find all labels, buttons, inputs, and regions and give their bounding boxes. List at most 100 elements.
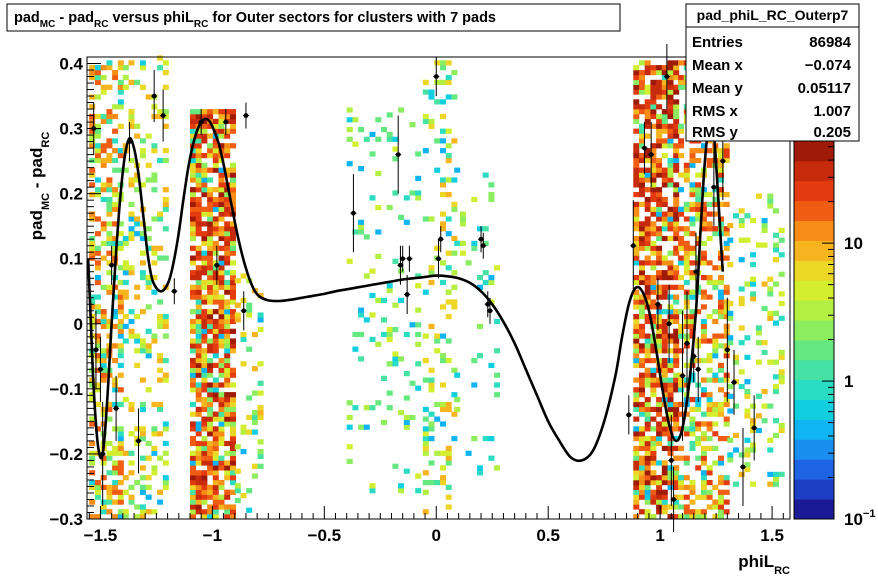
- heatmap-cell: [106, 484, 113, 490]
- heatmap-cell: [689, 416, 696, 422]
- heatmap-cell: [718, 343, 724, 349]
- heatmap-cell: [134, 426, 141, 432]
- heatmap-cell: [673, 74, 680, 81]
- heatmap-cell: [633, 475, 640, 481]
- heatmap-cell: [661, 392, 668, 398]
- heatmap-cell: [650, 450, 657, 456]
- heatmap-cell: [369, 195, 376, 201]
- heatmap-cell: [700, 421, 707, 427]
- heatmap-cell: [428, 480, 435, 486]
- heatmap-cell: [683, 206, 690, 212]
- heatmap-cell: [667, 387, 674, 393]
- heatmap-cell: [369, 268, 376, 274]
- heatmap-cell: [761, 218, 768, 224]
- heatmap-cell: [139, 455, 146, 461]
- heatmap-cell: [723, 157, 730, 164]
- heatmap-cell: [454, 240, 461, 246]
- heatmap-cell: [471, 382, 478, 388]
- heatmap-cell: [656, 187, 663, 193]
- heatmap-cell: [644, 489, 651, 495]
- z-tick-label: 1: [844, 372, 853, 391]
- heatmap-cell: [201, 484, 208, 490]
- heatmap-cell: [633, 182, 640, 188]
- heatmap-cell: [428, 123, 435, 129]
- heatmap-cell: [230, 411, 236, 417]
- heatmap-cell: [761, 222, 768, 229]
- heatmap-cell: [661, 289, 668, 295]
- heatmap-cell: [689, 201, 696, 207]
- heatmap-cell: [195, 387, 202, 393]
- heatmap-cell: [201, 436, 208, 442]
- heatmap-cell: [428, 421, 435, 427]
- heatmap-cell: [201, 265, 208, 271]
- heatmap-cell: [212, 504, 219, 510]
- heatmap-cell: [678, 445, 685, 451]
- heatmap-cell: [94, 153, 101, 159]
- heatmap-cell: [733, 359, 739, 365]
- heatmap-cell: [195, 323, 202, 329]
- heatmap-cell: [240, 273, 247, 279]
- heatmap-cell: [346, 107, 353, 113]
- heatmap-cell: [445, 494, 452, 500]
- heatmap-cell: [409, 380, 416, 386]
- heatmap-cell: [667, 216, 674, 222]
- heatmap-cell: [230, 172, 236, 178]
- heatmap-cell: [201, 494, 208, 500]
- heatmap-cell: [162, 206, 169, 212]
- heatmap-cell: [201, 323, 208, 329]
- heatmap-cell: [440, 475, 446, 481]
- heatmap-cell: [190, 153, 196, 159]
- heatmap-cell: [683, 270, 690, 276]
- heatmap-cell: [386, 112, 393, 118]
- x-tick-label: 0.5: [536, 526, 560, 545]
- heatmap-cell: [683, 411, 690, 417]
- heatmap-cell: [212, 216, 219, 222]
- heatmap-cell: [94, 484, 101, 490]
- heatmap-cell: [218, 440, 225, 447]
- heatmap-cell: [346, 414, 353, 421]
- heatmap-cell: [673, 465, 680, 471]
- heatmap-cell: [661, 216, 668, 222]
- heatmap-cell: [761, 418, 768, 424]
- heatmap-cell: [218, 372, 225, 378]
- heatmap-cell: [434, 245, 441, 251]
- profile-point: [433, 74, 439, 79]
- heatmap-cell: [346, 117, 353, 123]
- heatmap-cell: [190, 196, 196, 203]
- heatmap-cell: [207, 187, 214, 193]
- heatmap-cell: [633, 157, 640, 164]
- heatmap-cell: [706, 314, 713, 320]
- heatmap-cell: [230, 426, 236, 432]
- heatmap-cell: [700, 514, 707, 520]
- heatmap-cell: [190, 377, 196, 383]
- heatmap-cell: [122, 235, 129, 242]
- heatmap-cell: [773, 242, 779, 248]
- heatmap-cell: [661, 372, 668, 378]
- heatmap-cell: [224, 416, 231, 422]
- heatmap-cell: [667, 79, 674, 85]
- heatmap-cell: [212, 489, 219, 495]
- heatmap-cell: [117, 240, 124, 246]
- heatmap-cell: [633, 148, 640, 154]
- heatmap-cell: [494, 392, 501, 398]
- heatmap-cell: [718, 362, 724, 368]
- heatmap-cell: [151, 401, 158, 408]
- heatmap-cell: [644, 206, 651, 212]
- heatmap-cell: [718, 406, 724, 412]
- heatmap-cell: [375, 253, 382, 259]
- heatmap-cell: [100, 421, 107, 427]
- heatmap-cell: [346, 258, 353, 264]
- heatmap-cell: [656, 260, 663, 266]
- heatmap-cell: [190, 411, 196, 417]
- heatmap-cell: [195, 270, 202, 276]
- heatmap-cell: [207, 284, 214, 290]
- heatmap-cell: [650, 192, 657, 198]
- heatmap-cell: [224, 358, 231, 364]
- heatmap-cell: [440, 382, 446, 388]
- heatmap-cell: [773, 257, 779, 263]
- heatmap-cell: [644, 245, 651, 251]
- heatmap-cell: [428, 436, 435, 442]
- heatmap-cell: [207, 265, 214, 271]
- heatmap-cell: [106, 221, 113, 227]
- heatmap-cell: [750, 291, 757, 297]
